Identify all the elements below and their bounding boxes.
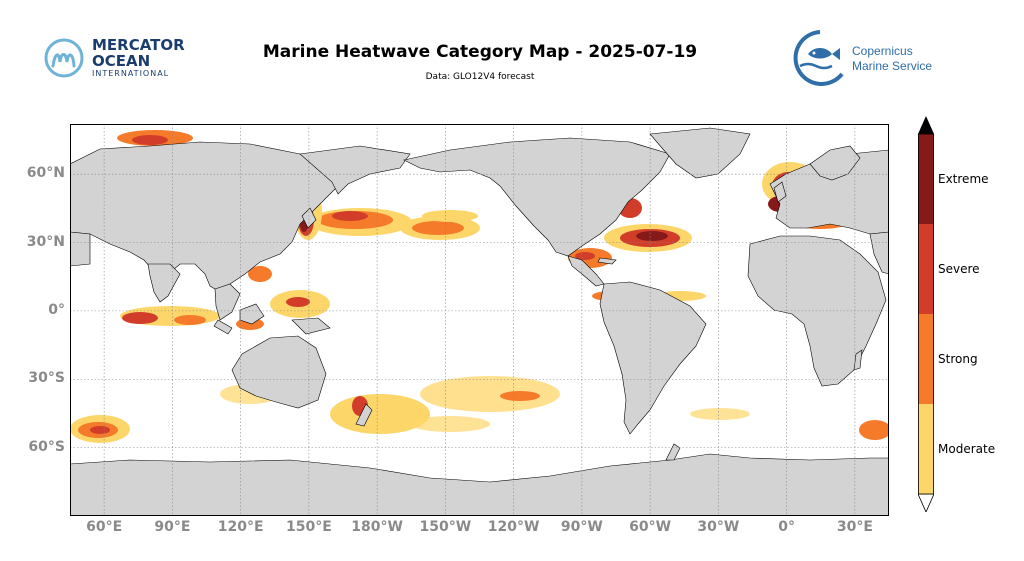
patch-severe	[90, 426, 110, 434]
lat-tick-label: 30°S	[28, 370, 65, 387]
patch-moderate	[420, 376, 560, 412]
patch-severe	[132, 135, 168, 145]
land-madagascar	[853, 349, 863, 371]
patch-strong	[412, 221, 464, 235]
lon-tick-label: 30°E	[836, 519, 873, 535]
patch-moderate	[330, 394, 430, 434]
colorbar	[918, 116, 934, 512]
land-ne-siberia	[299, 145, 411, 195]
lon-tick-label: 150°W	[419, 519, 472, 535]
mercator-m-icon	[44, 38, 84, 78]
lon-tick-label: 90°E	[154, 519, 191, 535]
patch-strong	[500, 391, 540, 401]
land-antarctica	[70, 453, 889, 516]
lat-tick-label: 30°N	[26, 233, 65, 250]
land-new-guinea	[291, 317, 331, 335]
land-uk	[773, 181, 787, 203]
colorbar-label-moderate: Moderate	[938, 442, 996, 456]
land-india	[147, 263, 181, 303]
lon-tick-label: 60°W	[629, 519, 672, 535]
land-eurasia-east	[70, 141, 341, 293]
mercator-logo: MERCATOR OCEAN INTERNATIONAL	[44, 36, 194, 82]
colorbar-extend-top-arrow	[918, 116, 934, 134]
copernicus-fish-icon	[793, 30, 844, 86]
lat-tick-label: 60°S	[28, 438, 65, 455]
land-cuba	[597, 257, 617, 265]
patch-severe	[332, 211, 368, 221]
colorbar-segment-severe	[918, 224, 934, 314]
patch-extreme	[636, 231, 668, 241]
colorbar-segment-moderate	[918, 404, 934, 494]
colorbar-segment-extreme	[918, 134, 934, 224]
colorbar-frame	[918, 133, 934, 495]
colorbar-label-severe: Severe	[938, 262, 980, 276]
land-scandinavia	[809, 145, 861, 181]
lon-tick-label: 0°	[778, 519, 795, 535]
patch-moderate	[410, 416, 490, 432]
land-central-america	[567, 255, 605, 287]
copernicus-text-line1: Copernicus	[852, 44, 913, 58]
land-south-america	[599, 281, 707, 435]
heatwave-map	[70, 124, 889, 516]
copernicus-text-line2: Marine Service	[852, 59, 933, 73]
copernicus-logo: Copernicus Marine Service	[790, 28, 940, 88]
colorbar-segments	[918, 134, 934, 494]
colorbar-extend-bottom-arrow	[918, 493, 934, 512]
colorbar-segment-strong	[918, 314, 934, 404]
lon-tick-label: 120°W	[487, 519, 540, 535]
colorbar-label-strong: Strong	[938, 352, 978, 366]
land-australia	[231, 335, 327, 409]
page-title: Marine Heatwave Category Map - 2025-07-1…	[262, 42, 698, 62]
patch-strong	[174, 315, 206, 325]
patch-severe	[575, 252, 595, 260]
patch-severe	[286, 297, 310, 307]
lat-tick-label: 60°N	[26, 165, 65, 182]
land-arabia	[869, 231, 889, 275]
colorbar-label-extreme: Extreme	[938, 172, 989, 186]
lon-tick-label: 60°E	[86, 519, 123, 535]
lon-tick-label: 120°E	[217, 519, 264, 535]
patch-strong	[248, 266, 272, 282]
land-borneo	[239, 303, 265, 325]
land-sumatra	[213, 319, 233, 335]
mercator-text-line2: OCEAN	[92, 52, 151, 70]
land-asia-west-edge	[70, 231, 91, 267]
patch-severe	[122, 312, 158, 324]
patch-moderate	[690, 408, 750, 420]
map-grid	[70, 124, 889, 516]
patch-strong	[859, 420, 889, 440]
data-source-subtitle: Data: GLO12V4 forecast	[425, 72, 535, 82]
lon-tick-label: 150°E	[285, 519, 332, 535]
lon-tick-label: 90°W	[560, 519, 603, 535]
mercator-text-line1: MERCATOR	[92, 36, 185, 54]
map-frame	[70, 124, 889, 516]
lon-tick-label: 180°W	[351, 519, 403, 535]
mercator-text-line3: INTERNATIONAL	[92, 69, 170, 78]
lon-tick-label: 30°W	[697, 519, 740, 535]
land-new-zealand	[355, 403, 373, 427]
patch-moderate	[422, 210, 478, 222]
lat-tick-label: 0°	[48, 301, 65, 318]
land-antarctic-peninsula	[665, 443, 681, 461]
land-north-america	[403, 137, 671, 257]
land-japan	[301, 207, 317, 229]
